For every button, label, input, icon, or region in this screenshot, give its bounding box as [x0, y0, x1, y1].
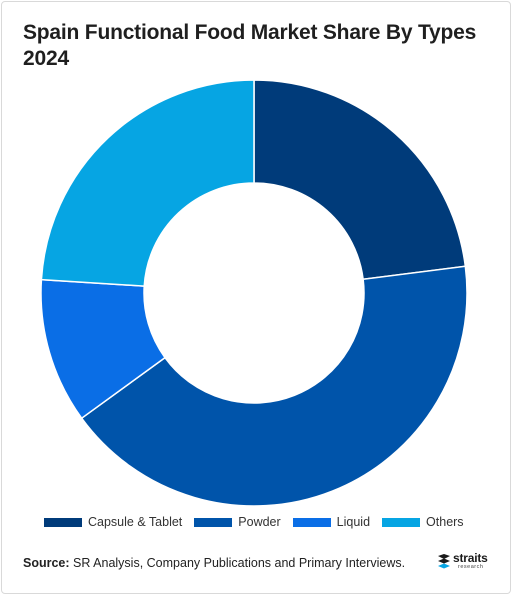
- legend-label: Others: [426, 515, 464, 529]
- source-text: SR Analysis, Company Publications and Pr…: [69, 556, 406, 570]
- straits-logo-icon: [438, 554, 450, 569]
- legend-label: Liquid: [336, 515, 371, 529]
- donut-slice-others: [40, 79, 255, 287]
- straits-research-logo: straits research: [436, 551, 496, 573]
- legend-item-others: Others: [382, 515, 464, 529]
- legend-label: Powder: [238, 515, 281, 529]
- legend-item-capsule-tablet: Capsule & Tablet: [44, 515, 182, 529]
- source-label: Source:: [23, 556, 70, 570]
- chart-title: Spain Functional Food Market Share By Ty…: [23, 21, 477, 70]
- legend-swatch: [44, 517, 82, 527]
- legend-item-liquid: Liquid: [292, 515, 371, 529]
- donut-chart: [40, 79, 468, 507]
- legend-swatch: [194, 517, 233, 527]
- donut-slice-powder: [80, 265, 468, 507]
- chart-legend: Capsule & Tablet Powder Liquid Others: [44, 515, 476, 529]
- legend-swatch: [382, 517, 421, 527]
- legend-label: Capsule & Tablet: [88, 515, 183, 529]
- logo-subtext: research: [458, 564, 484, 570]
- legend-item-powder: Powder: [194, 515, 281, 529]
- source-note: Source: SR Analysis, Company Publication…: [23, 556, 405, 570]
- donut-slice-capsule-tablet: [253, 79, 467, 281]
- legend-swatch: [292, 517, 331, 527]
- logo-wordmark: straits: [453, 551, 488, 565]
